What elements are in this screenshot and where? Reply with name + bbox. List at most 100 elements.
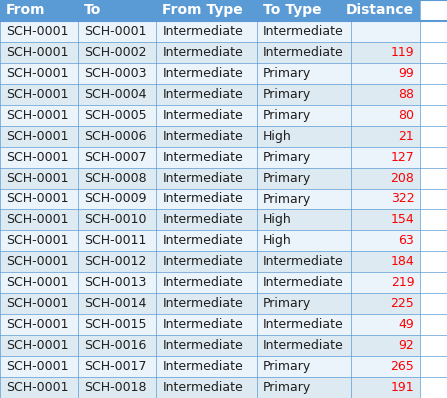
Bar (0, 168, 78, 189)
Bar (0, 252, 78, 272)
Bar (351, 314, 420, 335)
Text: Distance: Distance (346, 4, 414, 18)
Text: From: From (6, 4, 45, 18)
Bar (156, 293, 257, 314)
Bar (351, 293, 420, 314)
Text: Intermediate: Intermediate (162, 172, 243, 185)
Bar (257, 189, 351, 209)
Bar (0, 146, 78, 168)
Bar (257, 209, 351, 230)
Text: Intermediate: Intermediate (162, 318, 243, 331)
Text: Intermediate: Intermediate (162, 109, 243, 122)
Text: 80: 80 (398, 109, 414, 122)
Text: High: High (263, 234, 291, 248)
Text: Primary: Primary (263, 150, 311, 164)
Bar (78, 209, 156, 230)
Bar (156, 272, 257, 293)
Text: 219: 219 (391, 276, 414, 289)
Text: SCH-0001: SCH-0001 (6, 234, 68, 248)
Bar (78, 230, 156, 252)
Bar (0, 272, 78, 293)
Bar (257, 293, 351, 314)
Bar (156, 0, 257, 21)
Text: Primary: Primary (263, 297, 311, 310)
Bar (156, 84, 257, 105)
Text: 49: 49 (399, 318, 414, 331)
Text: 225: 225 (391, 297, 414, 310)
Bar (156, 230, 257, 252)
Bar (257, 63, 351, 84)
Bar (257, 252, 351, 272)
Text: SCH-0001: SCH-0001 (6, 297, 68, 310)
Bar (257, 377, 351, 398)
Text: SCH-0001: SCH-0001 (6, 109, 68, 122)
Text: 208: 208 (391, 172, 414, 185)
Bar (257, 126, 351, 146)
Bar (0, 189, 78, 209)
Text: 21: 21 (399, 130, 414, 142)
Bar (78, 356, 156, 377)
Bar (156, 63, 257, 84)
Bar (78, 126, 156, 146)
Text: High: High (263, 130, 291, 142)
Bar (351, 0, 420, 21)
Bar (78, 63, 156, 84)
Text: SCH-0001: SCH-0001 (6, 130, 68, 142)
Text: 119: 119 (391, 46, 414, 59)
Text: Intermediate: Intermediate (162, 67, 243, 80)
Bar (156, 314, 257, 335)
Bar (78, 21, 156, 42)
Bar (257, 314, 351, 335)
Text: High: High (263, 213, 291, 226)
Text: SCH-0001: SCH-0001 (6, 150, 68, 164)
Text: 99: 99 (399, 67, 414, 80)
Bar (0, 42, 78, 63)
Text: 265: 265 (391, 360, 414, 373)
Text: SCH-0001: SCH-0001 (6, 381, 68, 394)
Bar (351, 209, 420, 230)
Text: SCH-0014: SCH-0014 (84, 297, 147, 310)
Text: SCH-0015: SCH-0015 (84, 318, 147, 331)
Text: Intermediate: Intermediate (162, 339, 243, 352)
Text: SCH-0007: SCH-0007 (84, 150, 147, 164)
Text: SCH-0001: SCH-0001 (6, 360, 68, 373)
Text: Intermediate: Intermediate (162, 25, 243, 38)
Text: SCH-0010: SCH-0010 (84, 213, 147, 226)
Bar (78, 335, 156, 356)
Text: 127: 127 (391, 150, 414, 164)
Text: Primary: Primary (263, 109, 311, 122)
Bar (0, 377, 78, 398)
Bar (0, 126, 78, 146)
Text: Intermediate: Intermediate (263, 339, 344, 352)
Bar (78, 105, 156, 126)
Text: Intermediate: Intermediate (162, 193, 243, 205)
Text: From Type: From Type (162, 4, 243, 18)
Bar (351, 105, 420, 126)
Bar (257, 0, 351, 21)
Bar (0, 84, 78, 105)
Bar (156, 335, 257, 356)
Text: SCH-0001: SCH-0001 (84, 25, 147, 38)
Text: Intermediate: Intermediate (162, 381, 243, 394)
Bar (0, 293, 78, 314)
Text: Intermediate: Intermediate (162, 276, 243, 289)
Text: 63: 63 (399, 234, 414, 248)
Text: SCH-0001: SCH-0001 (6, 193, 68, 205)
Text: SCH-0005: SCH-0005 (84, 109, 147, 122)
Bar (156, 377, 257, 398)
Bar (156, 21, 257, 42)
Text: SCH-0001: SCH-0001 (6, 256, 68, 268)
Text: SCH-0001: SCH-0001 (6, 88, 68, 101)
Text: SCH-0001: SCH-0001 (6, 67, 68, 80)
Text: Primary: Primary (263, 172, 311, 185)
Bar (78, 0, 156, 21)
Text: SCH-0002: SCH-0002 (84, 46, 147, 59)
Text: Intermediate: Intermediate (162, 150, 243, 164)
Text: SCH-0001: SCH-0001 (6, 46, 68, 59)
Text: Intermediate: Intermediate (263, 25, 344, 38)
Bar (257, 84, 351, 105)
Bar (78, 272, 156, 293)
Text: SCH-0008: SCH-0008 (84, 172, 147, 185)
Text: Primary: Primary (263, 193, 311, 205)
Bar (351, 42, 420, 63)
